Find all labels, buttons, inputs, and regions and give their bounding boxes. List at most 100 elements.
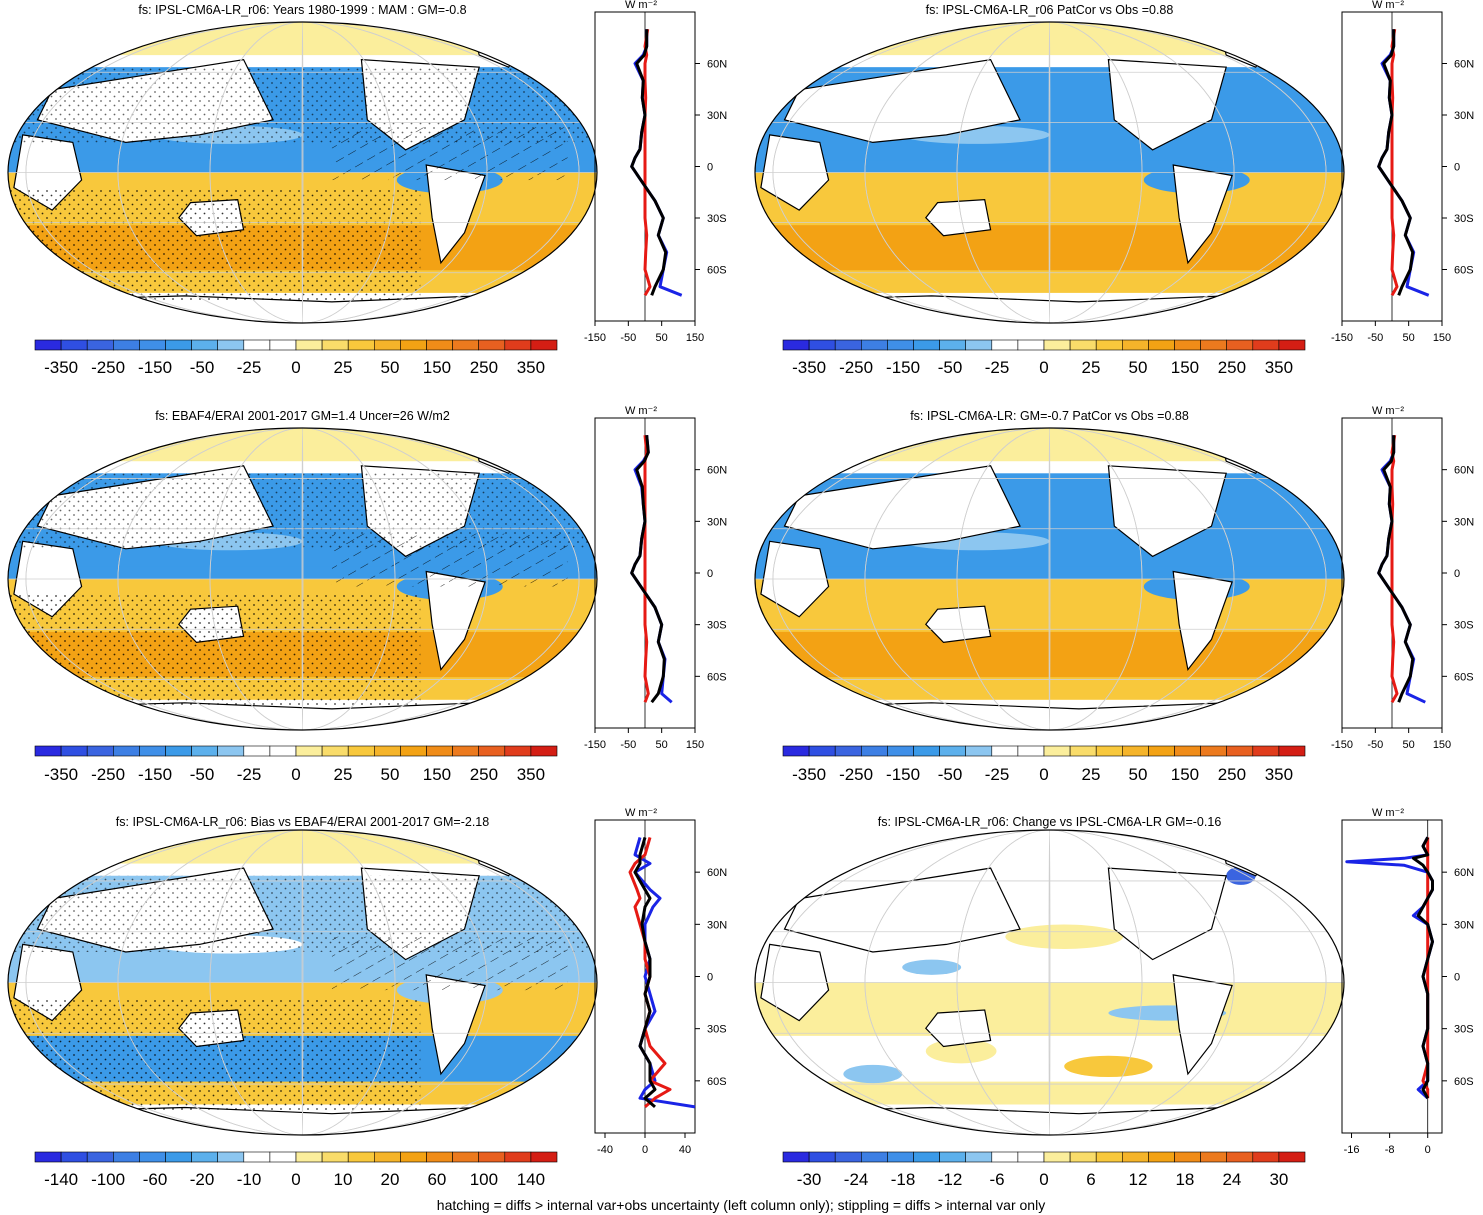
colorbar-swatch: [269, 745, 297, 757]
land-antarctica-coast: [769, 702, 1330, 730]
colorbar-swatch: [478, 1151, 506, 1163]
footer-text: hatching = diffs > internal var+obs unce…: [437, 1197, 1045, 1213]
colorbar-tick-label: 6: [1086, 1170, 1095, 1189]
zonal-x-tick-label: 50: [1403, 332, 1415, 344]
colorbar-swatch: [295, 745, 323, 757]
zonal-lat-label: 30S: [707, 213, 727, 225]
colorbar-tick-label: -24: [844, 1170, 869, 1189]
zonal-lat-label: 30S: [1454, 213, 1474, 225]
colorbar-swatch: [243, 339, 271, 351]
graticule-lon: [1048, 22, 1051, 323]
zonal-lat-label: 60S: [1454, 1076, 1474, 1088]
colorbar-swatch: [452, 745, 480, 757]
colorbar-tick-label: 0: [291, 1170, 300, 1189]
colorbar-tick-label: 12: [1128, 1170, 1147, 1189]
zonal-series-model: [1345, 836, 1434, 1100]
stippling: [8, 997, 421, 1113]
colorbar-tick-label: -350: [44, 765, 78, 784]
colorbar-swatch: [86, 1151, 114, 1163]
zonal-series-model: [633, 836, 696, 1109]
panel-2: fs: IPSL-CM6A-LR_r06 PatCor vs Obs =0.88…: [754, 0, 1474, 377]
graticule-lon: [25, 428, 580, 730]
colorbar-tick-label: 25: [334, 358, 353, 377]
graticule-lon: [209, 22, 396, 323]
colorbar-tick-label: 150: [423, 358, 451, 377]
colorbar-swatch: [269, 1151, 297, 1163]
colorbar-swatch: [991, 745, 1019, 757]
colorbar-swatch: [400, 745, 427, 757]
colorbar-tick-label: -150: [886, 358, 920, 377]
colorbar-swatch: [478, 339, 506, 351]
colorbar-swatch: [1095, 339, 1123, 351]
colorbar-swatch: [1174, 745, 1201, 757]
panel-title: fs: IPSL-CM6A-LR_r06: Years 1980-1999 : …: [138, 3, 466, 17]
colorbar-swatch: [139, 1151, 166, 1163]
colorbar-swatch: [347, 1151, 375, 1163]
colorbar-swatch: [217, 745, 245, 757]
graticule-lon: [772, 830, 1327, 1135]
zonal-series-diff: [1377, 29, 1415, 296]
colorbar-tick-label: -50: [938, 358, 963, 377]
panel-title: fs: IPSL-CM6A-LR_r06: Change vs IPSL-CM6…: [878, 815, 1222, 829]
colorbar-swatch: [1017, 339, 1045, 351]
colorbar-swatch: [478, 745, 506, 757]
colorbar-swatch: [808, 339, 836, 351]
colorbar-swatch: [34, 745, 62, 757]
panel-title: fs: IPSL-CM6A-LR: GM=-0.7 PatCor vs Obs …: [910, 409, 1189, 423]
map-border: [754, 21, 1345, 324]
zonal-unit: W m⁻²: [625, 807, 657, 819]
zonal-series-obs: [643, 28, 652, 297]
colorbar-swatch: [165, 339, 192, 351]
zonal-lat-label: 60N: [707, 867, 727, 879]
colorbar-swatch: [1122, 1151, 1149, 1163]
colorbar-swatch: [1069, 339, 1097, 351]
colorbar-tick-label: -6: [989, 1170, 1004, 1189]
colorbar-tick-label: 60: [427, 1170, 446, 1189]
colorbar-swatch: [530, 339, 558, 351]
colorbar-swatch: [1148, 745, 1175, 757]
zonal-lat-label: 60S: [707, 671, 727, 683]
zonal-lat-label: 30N: [1454, 919, 1474, 931]
zonal-lat-label: 0: [707, 568, 713, 580]
colorbar-tick-label: 350: [517, 765, 545, 784]
colorbar-tick-label: 50: [380, 358, 399, 377]
zonal-series-diff: [630, 29, 668, 296]
colorbar-tick-label: -350: [792, 358, 826, 377]
zonal-lat-label: 0: [707, 972, 713, 984]
colorbar-swatch: [1148, 339, 1175, 351]
zonal-lat-label: 60N: [707, 59, 727, 71]
zonal-x-tick-label: 150: [686, 739, 704, 751]
graticule-lon: [301, 830, 304, 1135]
colorbar-tick-label: -25: [237, 765, 262, 784]
colorbar-swatch: [965, 339, 993, 351]
graticule-lon: [117, 830, 488, 1135]
colorbar-swatch: [860, 745, 888, 757]
colorbar-tick-label: -140: [44, 1170, 78, 1189]
colorbar-swatch: [321, 339, 349, 351]
hatching: [331, 936, 568, 991]
colorbar-tick-label: 18: [1175, 1170, 1194, 1189]
colorbar-swatch: [1226, 745, 1254, 757]
panel-title: fs: IPSL-CM6A-LR_r06: Bias vs EBAF4/ERAI…: [116, 815, 489, 829]
colorbar-tick-label: 0: [1039, 1170, 1048, 1189]
colorbar-swatch: [452, 339, 480, 351]
colorbar-swatch: [321, 1151, 349, 1163]
zonal-mean-plot: W m⁻² -150 -50 50 150 60N 30N 0 30S 60S: [1331, 0, 1474, 344]
southern-storm-band: [755, 225, 1344, 271]
colorbar-swatch: [1226, 1151, 1254, 1163]
colorbar-tick-label: -150: [138, 358, 172, 377]
colorbar-swatch: [321, 745, 349, 757]
colorbar-swatch: [452, 1151, 480, 1163]
colorbar-tick-label: -25: [237, 358, 262, 377]
zonal-x-tick-label: -50: [620, 332, 636, 344]
land-antarctica-coast: [22, 295, 583, 323]
colorbar-swatch: [834, 1151, 862, 1163]
zonal-mean-plot: W m⁻² -150 -50 50 150 60N 30N 0 30S 60S: [584, 405, 727, 751]
colorbar-swatch: [504, 1151, 532, 1163]
arctic-cap: [755, 428, 1344, 462]
colorbar-tick-label: 25: [1082, 765, 1101, 784]
colorbar-swatch: [1278, 339, 1306, 351]
colorbar-swatch: [939, 1151, 966, 1163]
colorbar-swatch: [86, 339, 114, 351]
